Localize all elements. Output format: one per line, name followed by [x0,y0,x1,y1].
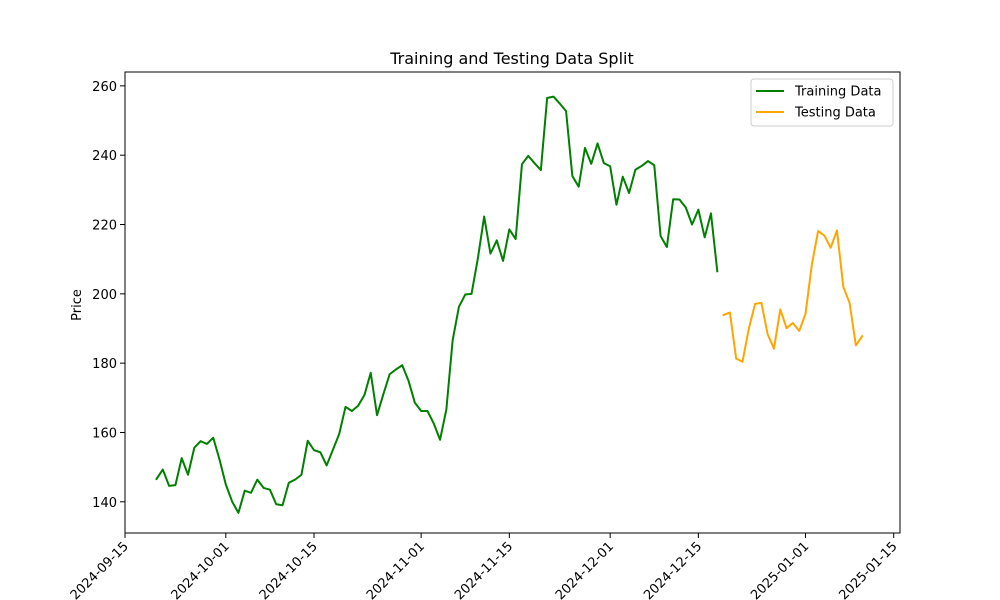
y-tick-label: 200 [92,288,117,303]
y-tick-label: 260 [92,80,117,95]
plot-area-frame [124,71,901,534]
legend: Training Data Testing Data [750,78,894,127]
testing-data-line [722,229,864,363]
y-tick-label: 220 [92,219,117,234]
legend-label-testing-data: Testing Data [794,106,876,121]
y-tick-label: 180 [92,357,117,372]
y-tick-label: 140 [92,496,117,511]
y-tick-label: 160 [92,426,117,441]
legend-label-training-data: Training Data [794,85,881,100]
legend-box [750,78,894,127]
training-data-line [155,95,719,514]
chart-title: Training and Testing Data Split [389,49,634,68]
y-axis-label: Price [70,289,85,321]
y-tick-label: 240 [92,149,117,164]
